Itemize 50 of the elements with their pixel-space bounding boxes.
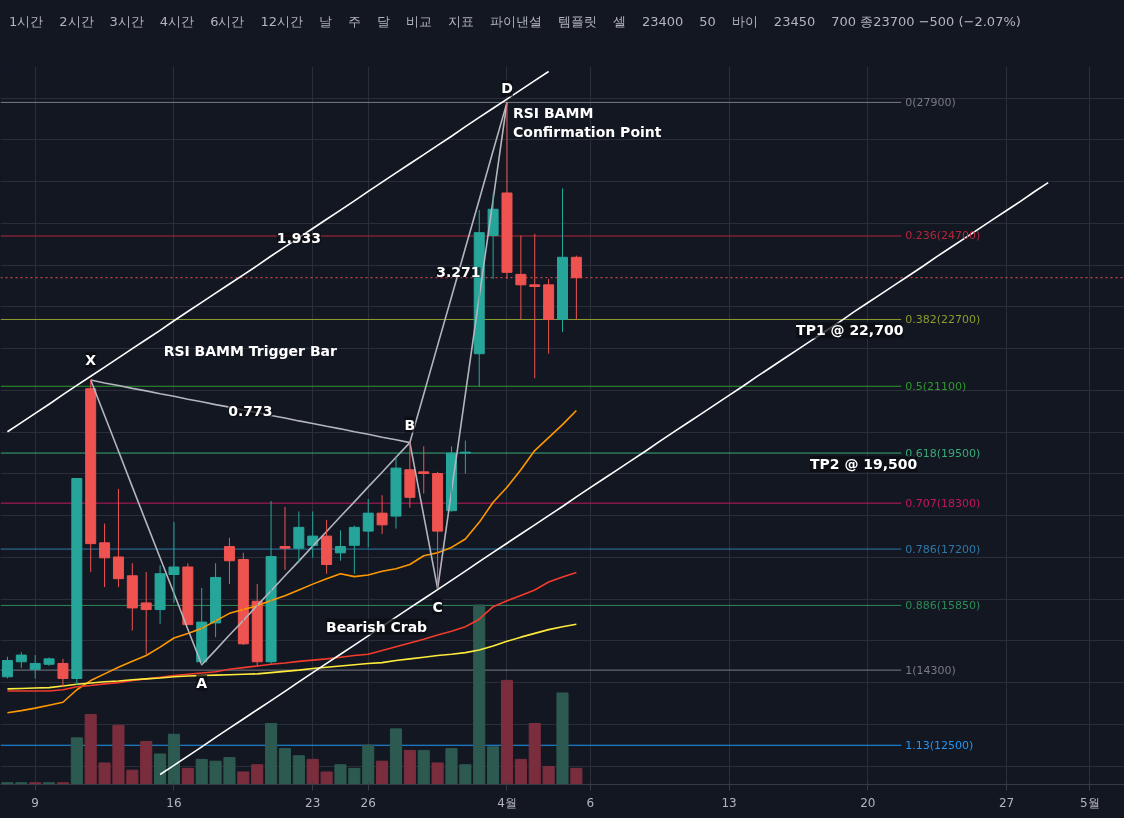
x-tick-label: 4월 xyxy=(497,795,517,810)
annotation: 0.773 xyxy=(228,403,273,420)
text: 비교 xyxy=(405,14,432,29)
annotation: TP1 @ 22,700 xyxy=(796,322,904,339)
annotation: X xyxy=(85,352,97,368)
text: 23450 xyxy=(773,14,816,29)
ref-line-label: 1(14300) xyxy=(905,663,956,677)
annotation: TP2 @ 19,500 xyxy=(809,456,918,473)
annotation: RSI BAMM Confirmation Point xyxy=(512,104,662,141)
text: 템플릿 xyxy=(557,14,597,29)
text: 700 종23700 −500 (−2.07%) xyxy=(831,14,1021,29)
text: 셀 xyxy=(612,14,626,29)
annotation: 1.933 xyxy=(276,229,321,246)
text: 날 xyxy=(318,14,332,29)
text: 3시간 xyxy=(109,14,144,29)
x-tick-label: 13 xyxy=(721,795,737,810)
text: 1시간 xyxy=(9,14,44,29)
ref-line-label: 0.382(22700) xyxy=(905,312,981,326)
annotation: Bearish Crab xyxy=(325,618,428,635)
text: 6시간 xyxy=(210,14,245,29)
text: 달 xyxy=(376,14,390,29)
text: 50 xyxy=(699,14,716,29)
annotation: RSI BAMM Trigger Bar xyxy=(163,342,337,359)
x-tick-label: 9 xyxy=(31,795,40,810)
ref-line-label: 0.5(21100) xyxy=(905,379,967,393)
x-tick-label: 23 xyxy=(305,795,321,810)
text: 23400 xyxy=(641,14,684,29)
x-tick-label: 16 xyxy=(166,795,182,810)
text: 파이낸셜 xyxy=(489,14,542,29)
ref-line-label: 0.886(15850) xyxy=(905,598,981,612)
annotation: D xyxy=(501,80,513,97)
ref-line-label: 1.13(12500) xyxy=(905,738,974,752)
text: 12시간 xyxy=(260,14,303,29)
x-tick-label: 20 xyxy=(860,795,876,810)
text: 지표 xyxy=(447,14,474,29)
text: 4시간 xyxy=(159,14,195,29)
ref-line-label: 0(27900) xyxy=(905,95,956,109)
x-tick-label: 26 xyxy=(360,795,376,810)
text: 2시간 xyxy=(59,14,94,29)
annotation: C xyxy=(432,598,443,615)
text: 주 xyxy=(347,14,361,29)
x-tick-label: 5월 xyxy=(1079,795,1100,810)
annotation: A xyxy=(196,674,208,691)
x-tick-label: 27 xyxy=(998,795,1015,810)
text: 바이 xyxy=(731,14,758,29)
annotation: B xyxy=(404,416,416,433)
annotation: 3.271 xyxy=(436,264,481,281)
ref-line-label: 0.786(17200) xyxy=(905,542,981,556)
x-tick-label: 6 xyxy=(586,795,595,810)
ref-line-label: 0.707(18300) xyxy=(905,496,981,510)
